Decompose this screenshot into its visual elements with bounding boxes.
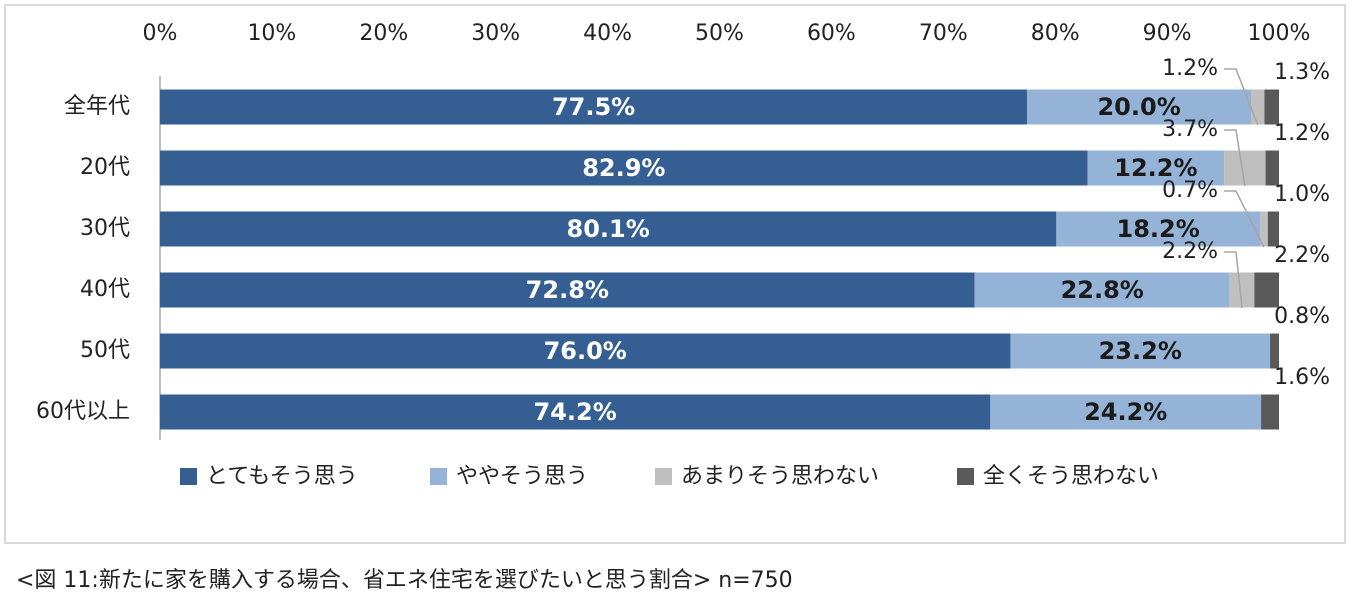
legend-label: ややそう思う [456,464,588,489]
bar-segment [1251,89,1265,125]
bar-segment [1261,394,1279,430]
data-label: 20.0% [1097,93,1180,121]
data-label: 80.1% [567,215,650,243]
x-tick-label: 10% [247,21,296,46]
bar-segment [1267,211,1279,247]
leader-line [1224,129,1246,187]
data-label: 2.2% [1162,239,1218,264]
bar-segment [1254,272,1279,308]
bar-segment [1056,211,1260,247]
data-label: 74.2% [534,398,617,426]
bar-segment [990,394,1262,430]
x-tick-label: 0% [143,21,178,46]
data-label: 1.2% [1162,56,1218,81]
data-label: 77.5% [552,93,635,121]
leader-line [1224,190,1265,248]
data-label: 23.2% [1099,337,1182,365]
bar-segment [160,89,1028,125]
data-label: 0.7% [1162,178,1218,203]
data-label: 18.2% [1117,215,1200,243]
data-label: 2.2% [1274,243,1330,268]
category-label: 全年代 [64,94,130,119]
data-label: 1.6% [1274,365,1330,390]
data-label: 0.8% [1274,304,1330,329]
bar-segment [1224,150,1266,186]
figure-caption: <図 11:新たに家を購入する場合、省エネ住宅を選びたいと思う割合> n=750 [16,568,793,593]
category-label: 30代 [80,216,130,241]
data-label: 1.3% [1274,60,1330,85]
bar-segment [1264,89,1279,125]
legend-label: とてもそう思う [206,464,358,489]
data-label: 76.0% [544,337,627,365]
category-label: 20代 [80,155,130,180]
legend-label: あまりそう思わない [681,464,879,489]
leader-line [1224,68,1259,126]
category-label: 60代以上 [36,399,130,424]
legend-swatch [180,468,197,485]
bar-segment [1010,333,1271,369]
x-tick-label: 90% [1143,21,1192,46]
bar-segment [160,394,991,430]
x-tick-label: 70% [919,21,968,46]
data-label: 82.9% [582,154,665,182]
category-label: 50代 [80,338,130,363]
x-tick-label: 20% [359,21,408,46]
x-tick-label: 50% [695,21,744,46]
bar-segment [1259,211,1268,247]
bar-segment [1270,333,1279,369]
data-label: 22.8% [1061,276,1144,304]
x-tick-label: 60% [807,21,856,46]
data-label: 12.2% [1114,154,1197,182]
data-label: 3.7% [1162,117,1218,142]
bar-segment [1087,150,1225,186]
data-label: 24.2% [1084,398,1167,426]
bar-segment [160,211,1057,247]
legend-swatch [655,468,672,485]
data-label: 72.8% [526,276,609,304]
bar-segment [160,272,975,308]
chart-frame: 0% 10% 20% 30% 40% 50% 60% 70% 80% 90% 100% 全年代 20代 3… [4,4,1346,544]
stacked-bar-chart: 0% 10% 20% 30% 40% 50% 60% 70% 80% 90% 100% 全年代 20代 3… [36,21,1330,489]
legend-label: 全くそう思わない [983,464,1159,489]
data-label: 1.2% [1274,121,1330,146]
legend-swatch [430,468,447,485]
category-label: 40代 [80,277,130,302]
bar-segment [1027,89,1252,125]
data-label: 1.0% [1274,182,1330,207]
bar-segment [974,272,1230,308]
x-tick-label: 40% [583,21,632,46]
legend-swatch [957,468,974,485]
bar-segment [160,333,1011,369]
x-tick-label: 80% [1031,21,1080,46]
bar-segment [160,150,1088,186]
x-tick-label: 100% [1248,21,1311,46]
bar-segment [1265,150,1279,186]
leader-line [1224,251,1243,309]
x-tick-label: 30% [471,21,520,46]
